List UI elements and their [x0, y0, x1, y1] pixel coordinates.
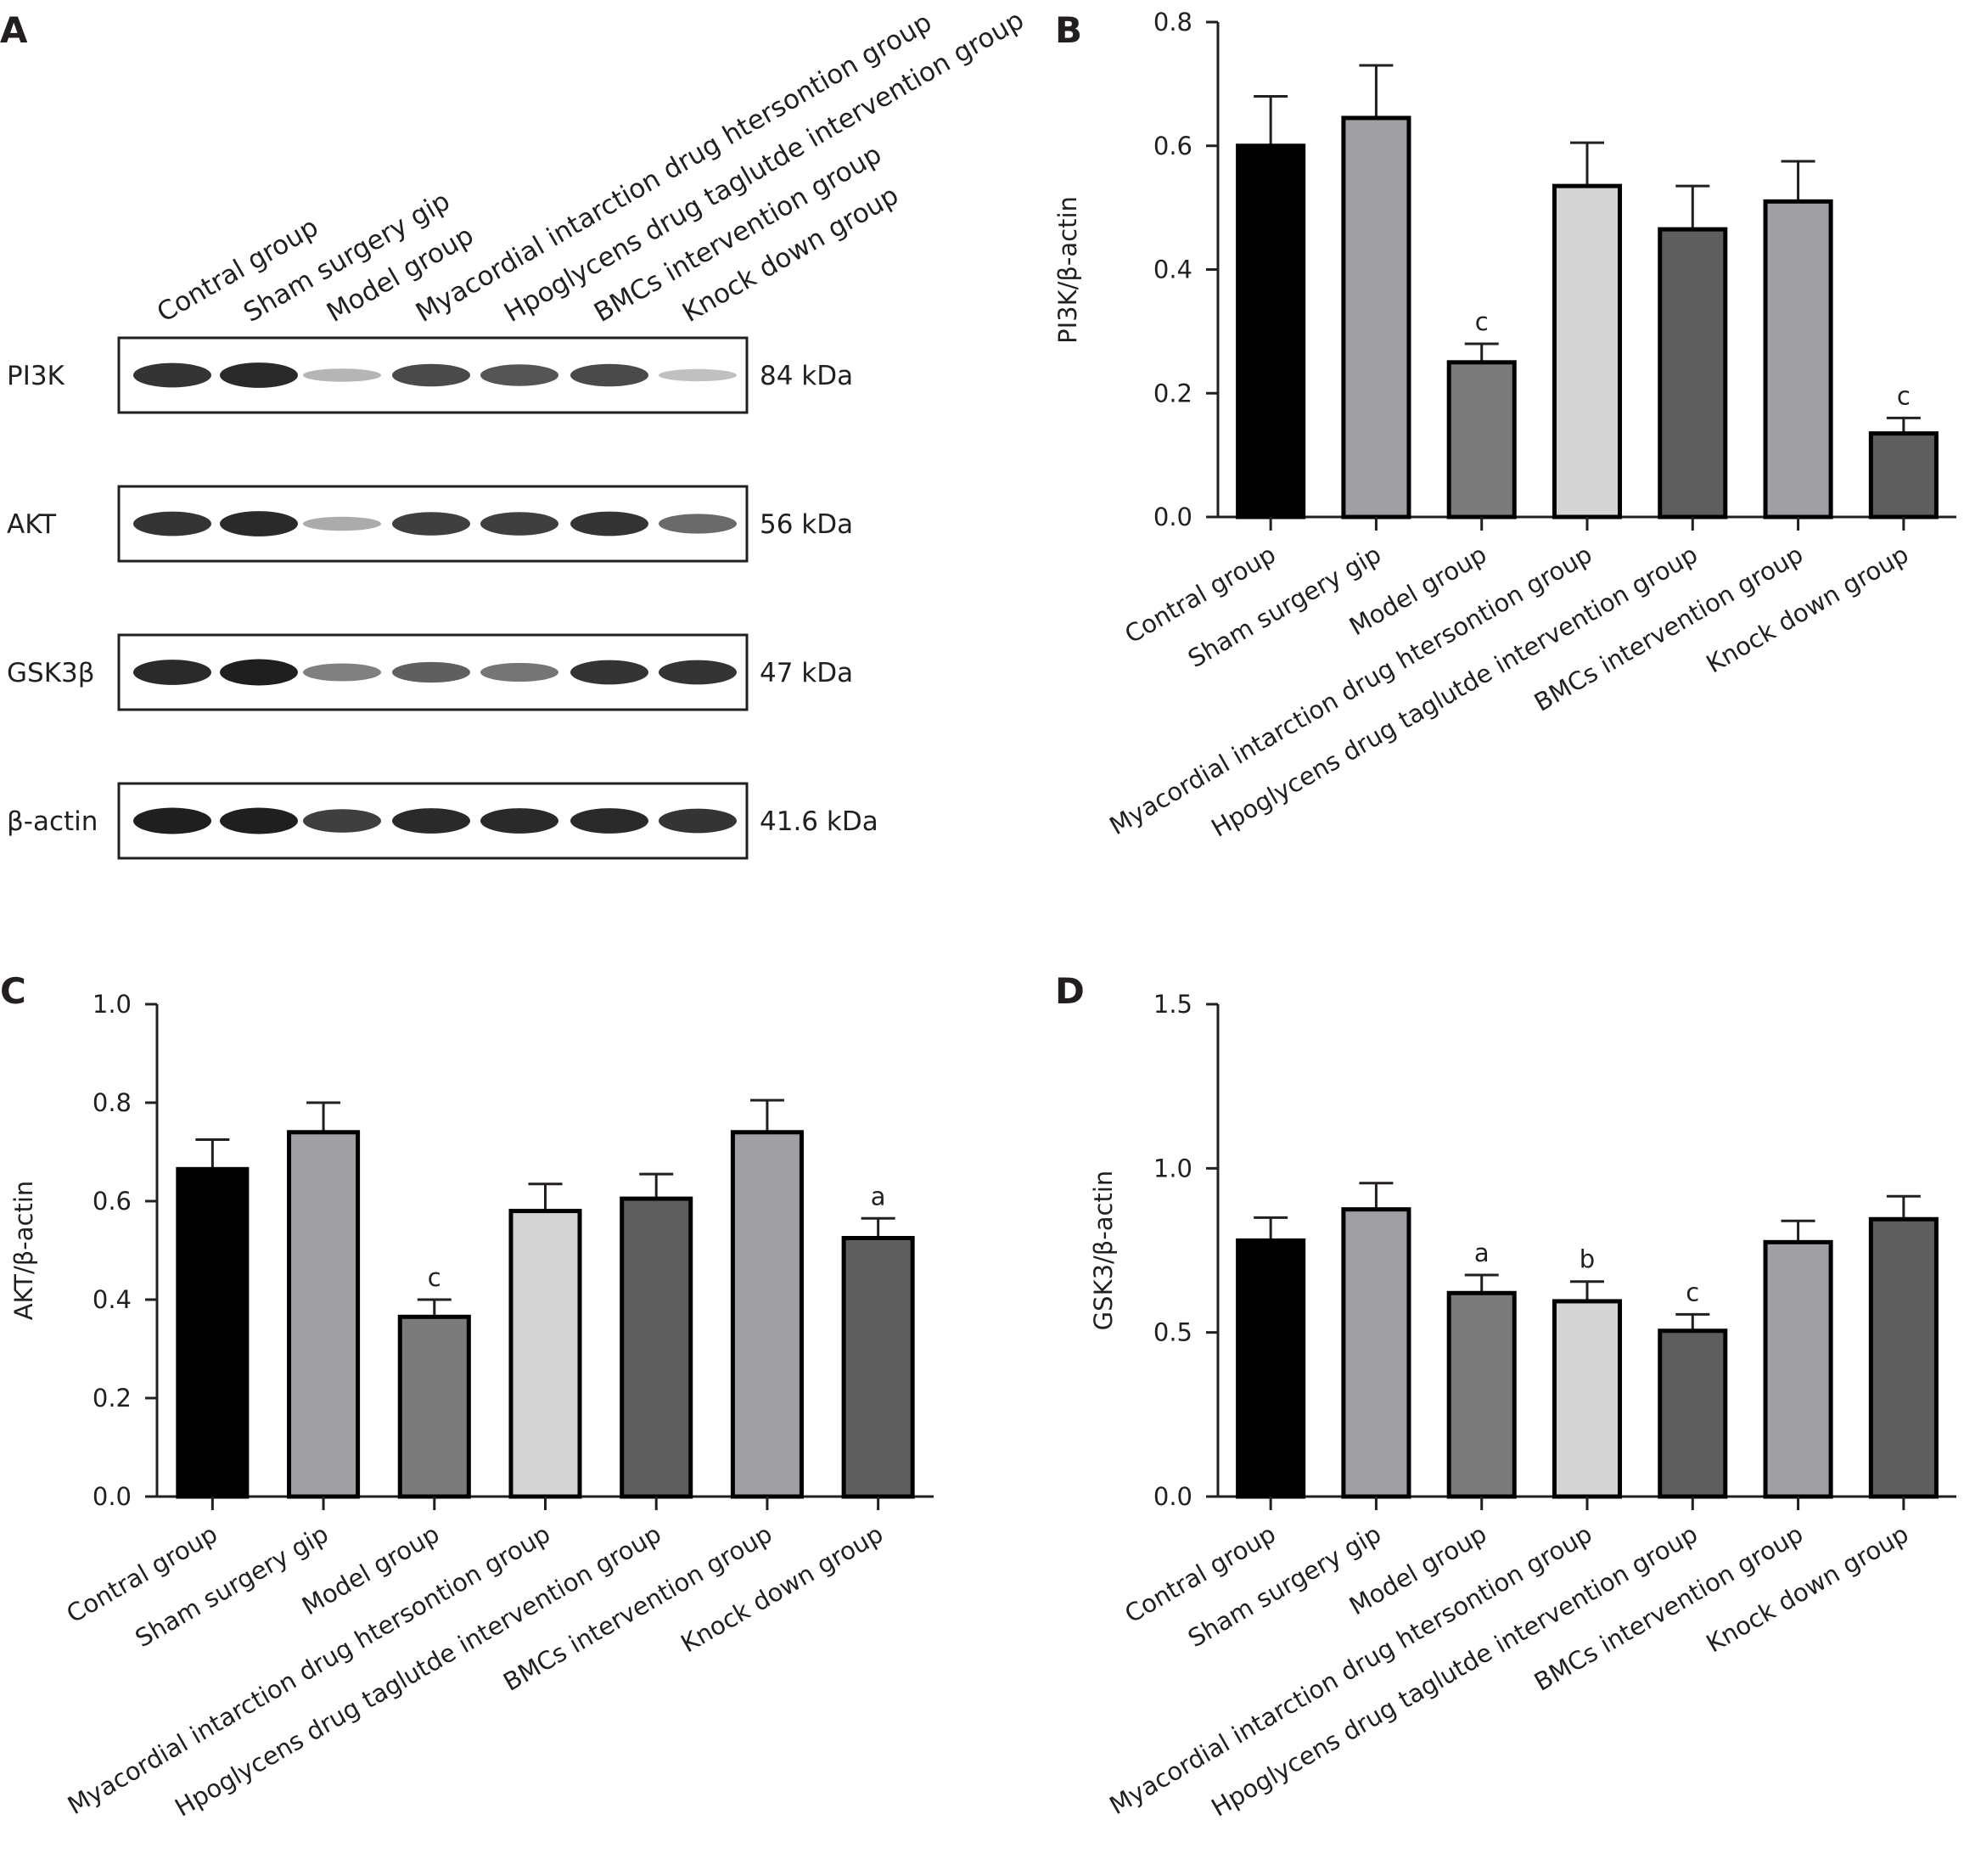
significance-label: b — [1580, 1245, 1595, 1274]
y-tick-label: 0.0 — [1153, 503, 1192, 531]
panel-letter-b: B — [1055, 9, 1082, 51]
y-tick-label: 0.4 — [93, 1285, 132, 1314]
blot-band — [392, 512, 470, 536]
bar — [1868, 431, 1939, 520]
blot-band — [480, 662, 558, 682]
bar — [1658, 227, 1728, 520]
blot-band — [480, 808, 558, 834]
blot-band — [570, 511, 648, 536]
blot-band — [480, 364, 558, 386]
y-axis-label: AKT/β-actin — [9, 1181, 38, 1321]
panel-letter-a: A — [0, 9, 28, 51]
bar — [176, 1166, 250, 1499]
bar — [1446, 1290, 1517, 1499]
blot-band — [570, 660, 648, 685]
blot-band — [392, 363, 470, 387]
blot-band — [220, 807, 298, 834]
significance-label: c — [1475, 307, 1489, 336]
bar — [1552, 183, 1623, 520]
x-tick-label: Knock down group — [676, 1519, 888, 1659]
kda-label: 41.6 kDa — [760, 806, 878, 837]
blot-band — [303, 663, 381, 682]
protein-label: PI3K — [7, 361, 65, 391]
blot-band — [133, 807, 211, 834]
bar — [1868, 1216, 1939, 1499]
blot-band — [220, 659, 298, 686]
blot-band — [659, 660, 737, 685]
blot-band — [570, 363, 648, 387]
bar — [730, 1130, 804, 1499]
blot-band — [303, 516, 381, 531]
x-tick-label: Knock down group — [1702, 540, 1914, 679]
blot-band — [303, 368, 381, 382]
blot-band — [659, 368, 737, 382]
significance-label: c — [428, 1263, 441, 1292]
bar — [1763, 1239, 1833, 1499]
blot-band — [392, 808, 470, 834]
blot-band — [570, 808, 648, 834]
x-tick-label: Sham surgery gip — [1183, 540, 1386, 674]
y-axis-label: PI3K/β-actin — [1053, 196, 1082, 344]
x-tick-label: Knock down group — [1702, 1519, 1914, 1659]
y-tick-label: 0.5 — [1153, 1318, 1192, 1347]
blot-band — [480, 512, 558, 536]
y-tick-label: 0.0 — [93, 1482, 132, 1511]
y-tick-label: 0.0 — [1153, 1482, 1192, 1511]
protein-label: GSK3β — [7, 658, 95, 688]
kda-label: 56 kDa — [760, 509, 853, 540]
kda-label: 84 kDa — [760, 361, 853, 391]
bar — [1341, 1207, 1411, 1499]
blot-band — [659, 808, 737, 834]
y-tick-label: 0.2 — [1153, 379, 1192, 407]
panel-letter-c: C — [0, 970, 26, 1012]
y-tick-label: 1.5 — [1153, 990, 1192, 1019]
x-tick-label: Sham surgery gip — [1183, 1519, 1386, 1654]
bar — [1236, 143, 1306, 520]
y-axis-label: GSK3/β-actin — [1089, 1171, 1118, 1331]
blot-band — [220, 511, 298, 536]
protein-label: AKT — [7, 509, 57, 540]
panel-letter-d: D — [1055, 970, 1085, 1012]
bar — [1236, 1238, 1306, 1499]
blot-band — [220, 362, 298, 388]
bar — [841, 1236, 915, 1499]
significance-label: c — [1897, 381, 1911, 410]
bar — [1658, 1328, 1728, 1499]
bar — [1763, 199, 1833, 520]
y-tick-label: 1.0 — [93, 990, 132, 1019]
y-tick-label: 0.6 — [1153, 132, 1192, 160]
bar — [508, 1209, 582, 1499]
blot-band — [392, 661, 470, 683]
y-tick-label: 0.8 — [93, 1088, 132, 1117]
significance-label: c — [1686, 1278, 1699, 1306]
significance-label: a — [871, 1182, 886, 1210]
bar — [397, 1314, 471, 1499]
y-tick-label: 1.0 — [1153, 1154, 1192, 1182]
y-tick-label: 0.8 — [1153, 8, 1192, 37]
y-tick-label: 0.4 — [1153, 256, 1192, 284]
bar — [1552, 1299, 1623, 1499]
bar — [1446, 360, 1517, 520]
bar — [620, 1196, 693, 1499]
blot-band — [133, 660, 211, 685]
x-tick-label: Sham surgery gip — [131, 1519, 334, 1654]
blot-band — [303, 809, 381, 833]
protein-label: β-actin — [7, 806, 98, 837]
bar — [1341, 115, 1411, 520]
significance-label: a — [1474, 1238, 1490, 1267]
blot-band — [133, 362, 211, 388]
y-tick-label: 0.2 — [93, 1384, 132, 1413]
y-tick-label: 0.6 — [93, 1187, 132, 1216]
kda-label: 47 kDa — [760, 658, 853, 688]
bar — [287, 1130, 361, 1499]
blot-band — [133, 511, 211, 536]
blot-band — [659, 514, 737, 534]
